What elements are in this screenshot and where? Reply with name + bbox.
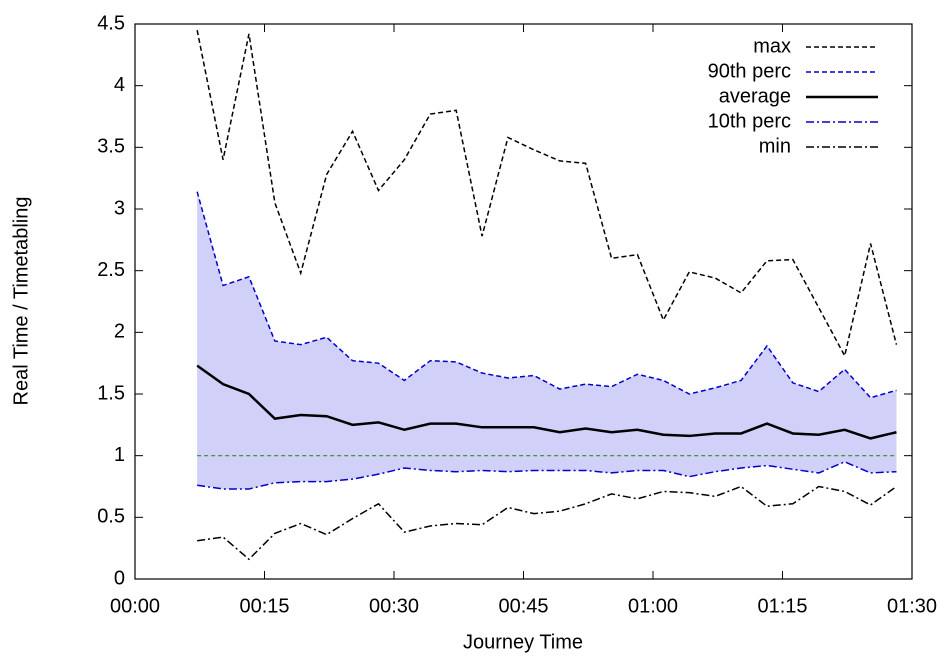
y-tick-label: 4.5 [97, 12, 125, 34]
y-tick-label: 2 [114, 321, 125, 343]
y-tick-label: 0 [114, 567, 125, 589]
legend-label: max [753, 35, 791, 57]
series-line [196, 191, 897, 399]
y-tick-label: 0.5 [97, 506, 125, 528]
percentile-band [197, 191, 897, 489]
y-tick-label: 1.5 [97, 382, 125, 404]
legend-label: average [719, 85, 791, 107]
x-tick-label: 01:30 [887, 595, 937, 617]
series-line [196, 30, 898, 358]
legend-label: min [759, 135, 791, 157]
x-tick-label: 01:15 [757, 595, 807, 617]
x-axis-label: Journey Time [463, 631, 583, 653]
legend-label: 10th perc [708, 110, 791, 132]
y-tick-label: 3 [114, 197, 125, 219]
y-tick-label: 3.5 [97, 136, 125, 158]
series-line [197, 461, 897, 490]
x-tick-label: 00:30 [369, 595, 419, 617]
series-line [197, 485, 897, 561]
x-tick-label: 00:15 [239, 595, 289, 617]
series-line [196, 364, 897, 440]
y-tick-label: 4 [114, 74, 125, 96]
y-tick-label: 2.5 [97, 259, 125, 281]
y-tick-label: 1 [114, 444, 125, 466]
y-axis-label: Real Time / Timetabling [10, 197, 32, 406]
x-tick-label: 00:45 [498, 595, 548, 617]
x-tick-label: 01:00 [628, 595, 678, 617]
legend-label: 90th perc [708, 60, 791, 82]
x-tick-label: 00:00 [110, 595, 160, 617]
